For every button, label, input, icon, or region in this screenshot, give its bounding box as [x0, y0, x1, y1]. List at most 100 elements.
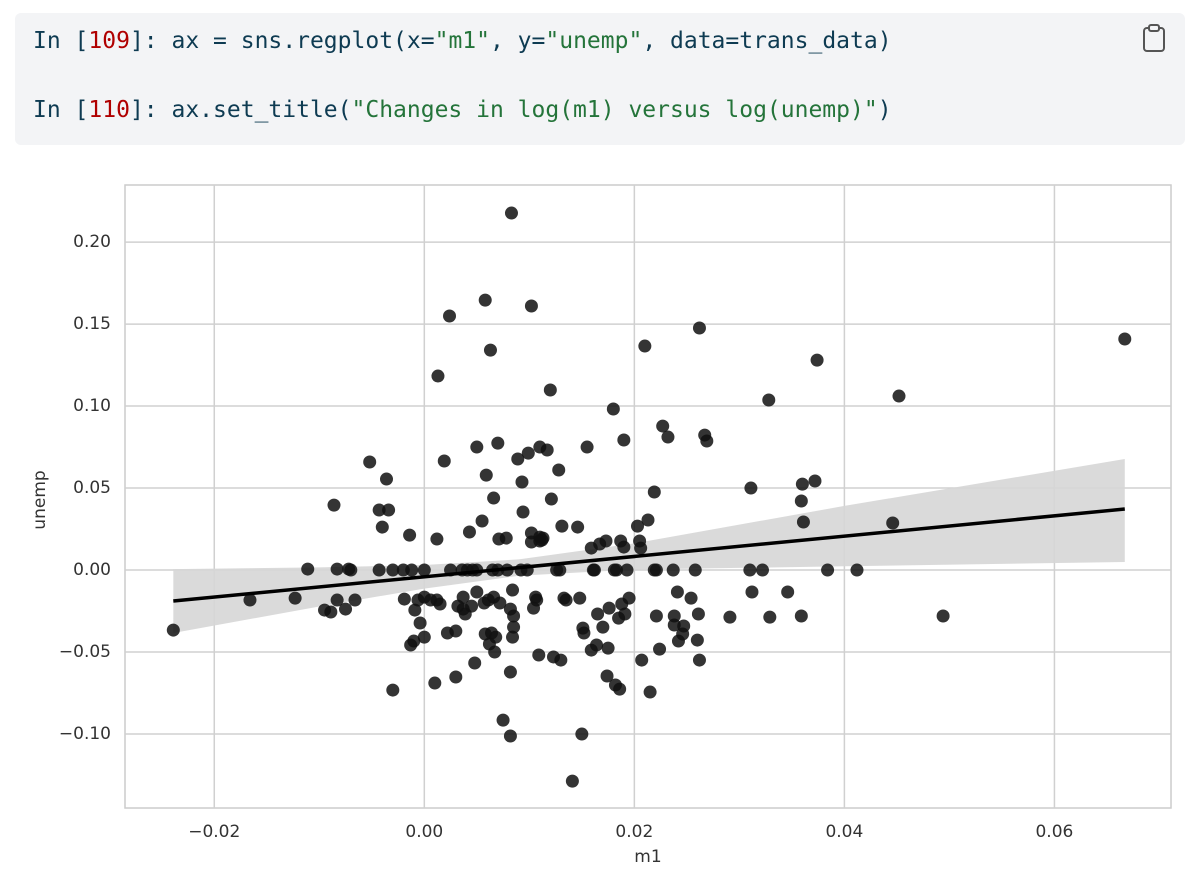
scatter-point: [487, 491, 501, 505]
code-token: "unemp": [545, 28, 643, 54]
scatter-point: [166, 623, 180, 637]
scatter-point: [375, 520, 389, 534]
y-tick-label: 0.15: [73, 314, 111, 334]
scatter-point: [403, 528, 417, 542]
scatter-point: [372, 503, 386, 517]
scatter-point: [762, 393, 776, 407]
scatter-point: [491, 436, 505, 450]
code-block: In [109]: ax = sns.regplot(x="m1", y="un…: [15, 13, 1185, 145]
scatter-point: [821, 563, 835, 577]
scatter-point: [407, 634, 421, 648]
code-line: In [109]: ax = sns.regplot(x="m1", y="un…: [33, 28, 892, 54]
scatter-point: [571, 520, 585, 534]
scatter-point: [456, 590, 470, 604]
x-tick-label: 0.06: [1035, 822, 1073, 842]
scatter-point: [609, 563, 623, 577]
y-tick-label: 0.00: [73, 560, 111, 580]
code-token: ax.set_title(: [171, 97, 352, 123]
scatter-point: [380, 472, 393, 486]
scatter-point: [745, 585, 759, 599]
scatter-point: [666, 563, 680, 577]
scatter-point: [808, 474, 822, 488]
x-axis-label: m1: [634, 847, 661, 867]
copy-button[interactable]: [1141, 23, 1167, 53]
scatter-point: [688, 563, 702, 577]
y-tick-label: −0.10: [59, 724, 111, 744]
scatter-point: [507, 609, 521, 623]
scatter-point: [744, 481, 758, 495]
scatter-point: [503, 665, 517, 679]
scatter-point: [470, 585, 484, 599]
scatter-point: [516, 505, 530, 519]
scatter-point: [618, 607, 632, 621]
scatter-point: [462, 525, 476, 539]
scatter-point: [635, 653, 649, 667]
scatter-point: [483, 343, 497, 357]
scatter-point: [587, 563, 601, 577]
scatter-point: [417, 630, 431, 644]
scatter-point: [324, 605, 338, 619]
scatter-point: [575, 727, 589, 741]
scatter-point: [670, 585, 684, 599]
x-tick-label: 0.04: [825, 822, 863, 842]
code-line: In [110]: ax.set_title("Changes in log(m…: [33, 97, 892, 123]
scatter-point: [536, 531, 550, 545]
scatter-point: [530, 593, 544, 607]
confidence-band: [173, 459, 1125, 634]
scatter-point: [431, 369, 445, 383]
scatter-point: [580, 440, 594, 454]
scatter-point: [468, 656, 482, 670]
scatter-point: [700, 434, 714, 448]
y-tick-label: −0.05: [59, 642, 111, 662]
scatter-point: [428, 676, 442, 690]
scatter-point: [499, 531, 513, 545]
scatter-point: [692, 653, 706, 667]
scatter-point: [511, 452, 525, 466]
scatter-point: [327, 498, 341, 512]
scatter-point: [600, 669, 614, 683]
scatter-point: [667, 618, 681, 632]
scatter-point: [630, 519, 644, 533]
scatter-point: [810, 353, 824, 367]
scatter-point: [613, 682, 627, 696]
scatter-point: [634, 541, 648, 555]
scatter-point: [781, 585, 795, 599]
scatter-point: [677, 619, 691, 633]
scatter-point: [449, 670, 463, 684]
code-token: ]:: [129, 97, 172, 123]
scatter-point: [649, 563, 663, 577]
x-tick-label: 0.00: [405, 822, 443, 842]
scatter-point: [622, 591, 636, 605]
scatter-point: [684, 591, 698, 605]
code-token: "m1": [434, 28, 490, 54]
scatter-point: [743, 563, 757, 577]
scatter-point: [243, 593, 257, 607]
scatter-point: [596, 620, 610, 634]
scatter-point: [552, 463, 566, 477]
scatter-point: [795, 477, 809, 491]
scatter-point: [344, 563, 358, 577]
scatter-point: [532, 648, 546, 662]
scatter-point: [656, 419, 670, 433]
scatter-point: [691, 607, 705, 621]
x-tick-label: −0.02: [188, 822, 240, 842]
scatter-point: [524, 299, 538, 313]
scatter-point: [540, 443, 554, 457]
scatter-point: [478, 293, 492, 307]
code-token: ): [877, 97, 892, 123]
scatter-point: [496, 713, 510, 727]
code-token: 109: [88, 28, 130, 54]
y-tick-label: 0.10: [73, 396, 111, 416]
scatter-point: [590, 638, 604, 652]
scatter-point: [543, 383, 557, 397]
scatter-point: [641, 513, 655, 527]
scatter-point: [449, 624, 463, 638]
scatter-point: [794, 494, 808, 508]
code-token: In [: [33, 97, 89, 123]
scatter-point: [606, 402, 620, 416]
scatter-point: [503, 729, 517, 743]
scatter-point: [363, 455, 377, 469]
scatter-point: [382, 503, 396, 517]
code-token: , y=: [489, 28, 546, 54]
